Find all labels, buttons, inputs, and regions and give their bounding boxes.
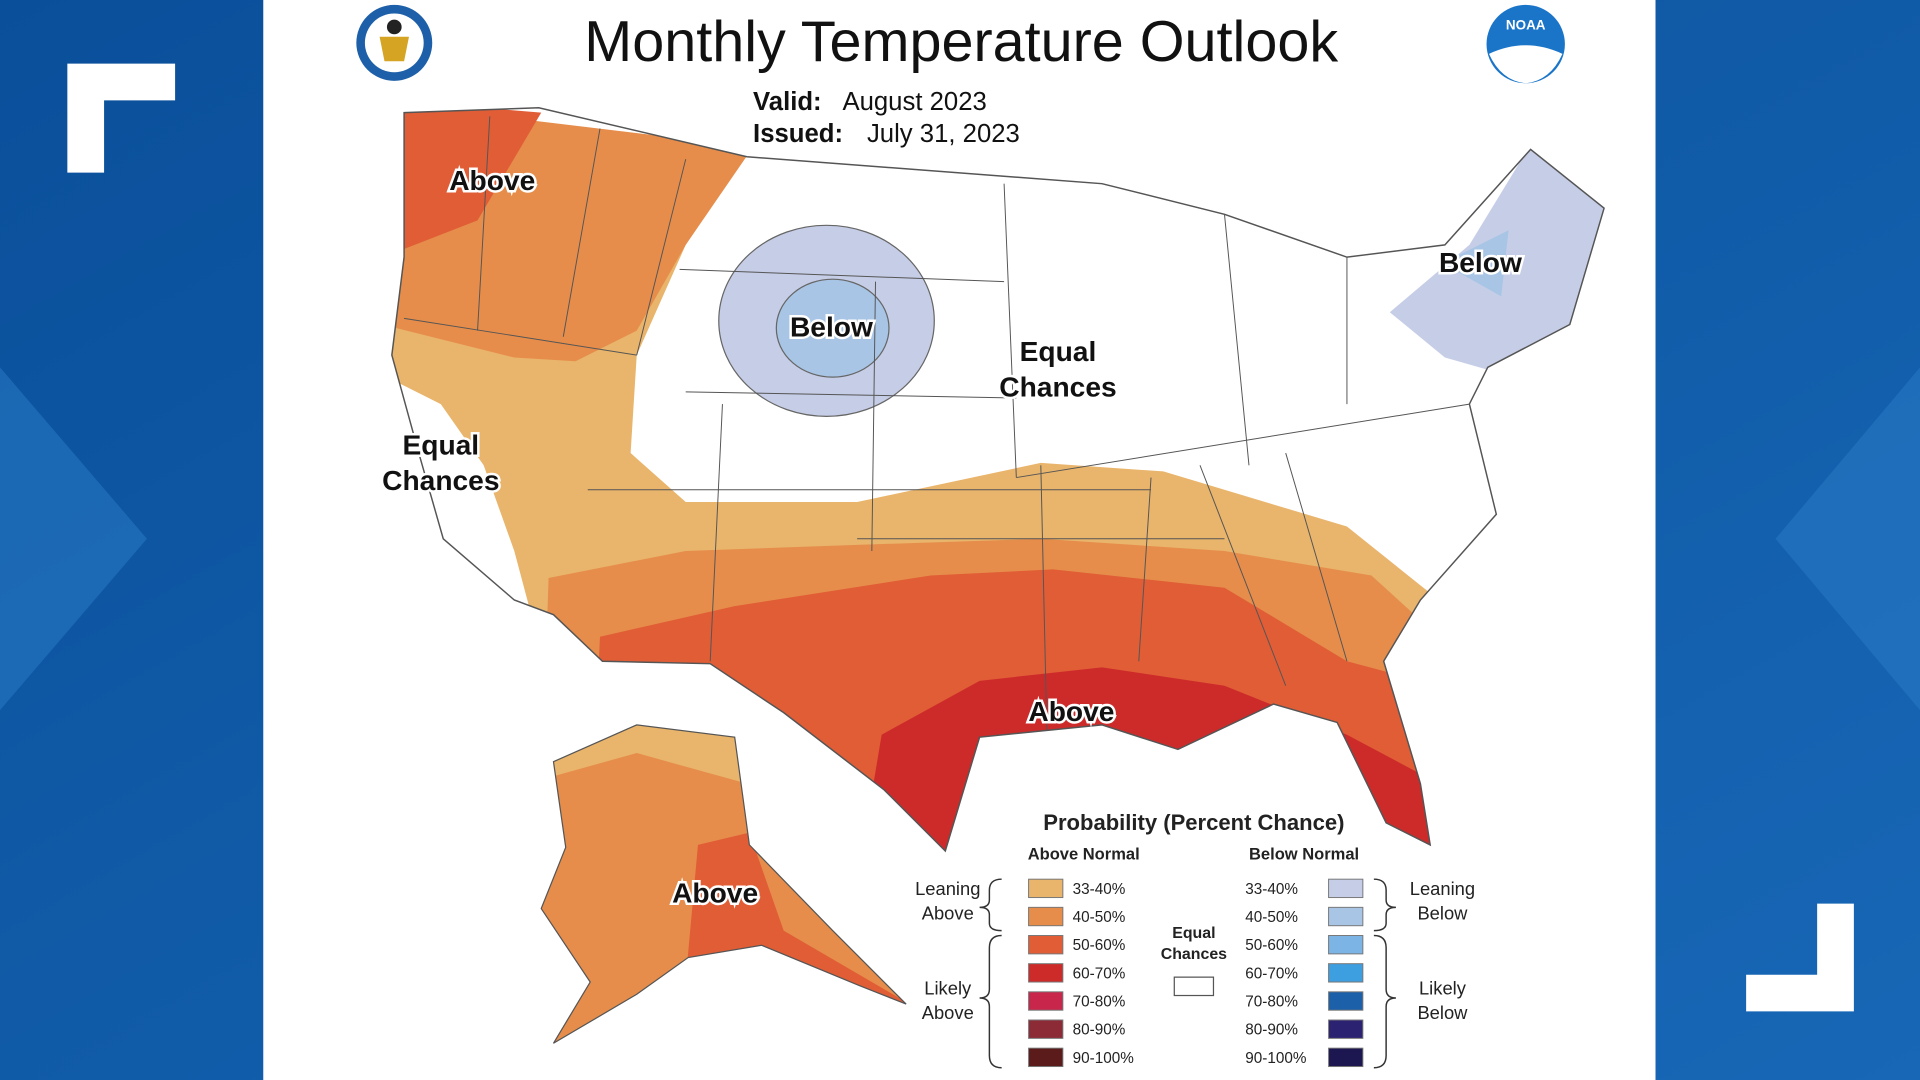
legend-brace	[979, 878, 1002, 1069]
legend-group-label: Likely	[924, 977, 972, 998]
legend-group-label: Leaning	[1410, 878, 1475, 899]
corner-bracket	[67, 63, 176, 173]
legend-label: 60-70%	[1245, 965, 1298, 982]
legend-heading: Below Normal	[1249, 845, 1359, 864]
legend-swatch	[1328, 878, 1364, 899]
legend-group-label: Leaning	[915, 878, 980, 899]
legend-label: 70-80%	[1073, 994, 1126, 1011]
legend-swatch	[1328, 991, 1364, 1011]
legend-brace	[1373, 878, 1396, 1069]
legend-swatch	[1028, 935, 1064, 955]
legend-group-label: Above	[922, 1002, 974, 1023]
legend-label: 80-90%	[1073, 1022, 1126, 1039]
map-label: Below	[790, 312, 873, 343]
valid-label: Valid:	[753, 88, 822, 116]
legend-label: 50-60%	[1245, 937, 1298, 954]
legend-title: Probability (Percent Chance)	[1043, 810, 1344, 835]
legend-swatch	[1328, 935, 1364, 955]
probability-region	[1389, 144, 1605, 370]
map-label: Above	[672, 877, 758, 908]
legend-label: 50-60%	[1073, 937, 1126, 954]
probability-region	[391, 107, 542, 264]
legend-group-label: Below	[1417, 1002, 1468, 1023]
corner-bracket	[1746, 903, 1854, 1012]
legend-label: 40-50%	[1245, 909, 1298, 926]
legend-swatch	[1028, 991, 1064, 1011]
probability-region	[1442, 230, 1509, 297]
legend-label: 90-100%	[1073, 1050, 1135, 1067]
legend-swatch	[1328, 1047, 1364, 1068]
legend-swatch	[1028, 906, 1064, 927]
map-label: Below	[1439, 247, 1522, 278]
map-label: Equal	[402, 429, 479, 460]
legend-label: 80-90%	[1245, 1022, 1298, 1039]
noaa-logo-text: NOAA	[1506, 17, 1546, 32]
issued-value: July 31, 2023	[867, 120, 1020, 148]
legend-label: Chances	[1161, 946, 1227, 963]
map-label: Above	[449, 165, 535, 196]
legend-group-label: Above	[922, 903, 974, 924]
legend-group-label: Likely	[1419, 977, 1467, 998]
legend-label: 60-70%	[1073, 965, 1126, 982]
legend-label: 90-100%	[1245, 1050, 1307, 1067]
legend-swatch	[1173, 976, 1215, 997]
valid-value: August 2023	[842, 88, 986, 116]
legend-swatch	[1028, 878, 1064, 899]
issued-label: Issued:	[753, 120, 843, 148]
legend-label: 33-40%	[1245, 881, 1298, 898]
legend-swatch	[1328, 963, 1364, 983]
legend-label: 70-80%	[1245, 994, 1298, 1011]
title: Monthly Temperature Outlook	[584, 10, 1338, 74]
probability-region	[775, 278, 890, 378]
map-label: Above	[1028, 696, 1114, 727]
map-label: Chances	[382, 465, 499, 496]
legend-group-label: Below	[1417, 903, 1468, 924]
legend-swatch	[1328, 1019, 1364, 1039]
map-label: Equal	[1020, 336, 1097, 367]
legend: Probability (Percent Chance) Above Norma…	[915, 810, 1475, 1069]
legend-swatch	[1328, 906, 1364, 927]
legend-label: 33-40%	[1073, 881, 1126, 898]
legend-swatch	[1028, 1047, 1064, 1068]
commerce-seal	[356, 4, 433, 81]
alaska-outline	[540, 724, 907, 1044]
legend-label: 40-50%	[1073, 909, 1126, 926]
legend-swatch	[1028, 1019, 1064, 1039]
map-label: Chances	[999, 372, 1116, 403]
legend-label: Equal	[1172, 925, 1215, 942]
us-outline	[391, 107, 1605, 853]
legend-swatch	[1028, 963, 1064, 983]
noaa-logo: NOAA	[1486, 4, 1565, 84]
legend-heading: Above Normal	[1028, 845, 1140, 864]
map-labels: Above Below Equal Chances Equal Chances Below A…	[380, 162, 1525, 911]
